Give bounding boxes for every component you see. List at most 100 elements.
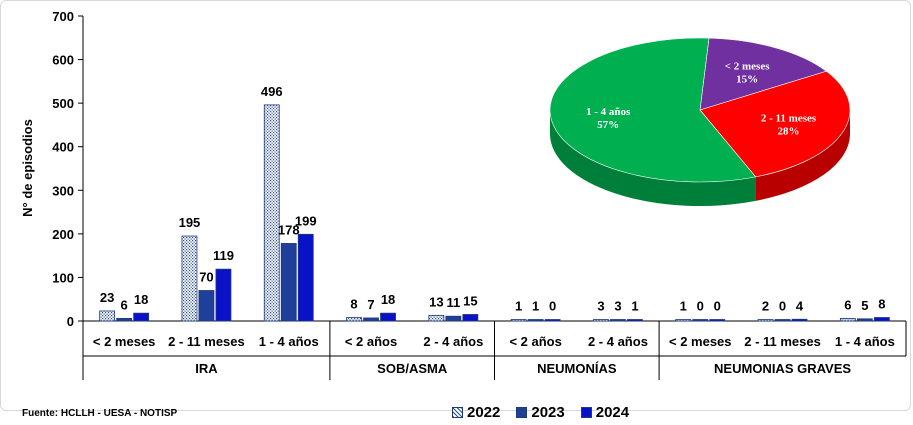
data-label-2023: 0 bbox=[779, 299, 786, 314]
data-label-2022: 8 bbox=[350, 297, 357, 312]
data-label-2023: 11 bbox=[446, 295, 460, 310]
data-label-2022: 496 bbox=[261, 84, 283, 99]
data-label-2024: 18 bbox=[381, 292, 395, 307]
data-label-2023: 70 bbox=[199, 270, 213, 285]
bar-2024 bbox=[627, 319, 643, 322]
legend-label-2024: 2024 bbox=[595, 404, 630, 421]
bar-2023 bbox=[527, 319, 544, 322]
bar-2024 bbox=[709, 319, 726, 322]
y-tick-label: 100 bbox=[52, 270, 74, 285]
pie-slice-percent: 57% bbox=[597, 119, 619, 131]
bar-2024 bbox=[873, 317, 890, 322]
y-axis-title: N° de episodios bbox=[20, 119, 35, 217]
bar-2022 bbox=[839, 317, 856, 322]
bar-2022 bbox=[593, 319, 609, 322]
bar-2023 bbox=[116, 317, 133, 322]
bar-2023 bbox=[198, 290, 215, 322]
data-label-2023: 1 bbox=[532, 299, 539, 314]
y-tick-label: 400 bbox=[52, 140, 74, 155]
bar-2024 bbox=[462, 314, 479, 322]
legend: 2022 2023 2024 bbox=[452, 404, 629, 421]
bar-2024 bbox=[297, 233, 314, 322]
x-category-label: 2 - 11 meses bbox=[168, 334, 245, 349]
pie-slice-label: 1 - 4 años bbox=[586, 106, 631, 118]
x-category-label: < 2 meses bbox=[93, 334, 156, 349]
bar-2022 bbox=[181, 235, 198, 322]
pie-slice bbox=[699, 37, 828, 111]
data-label-2024: 0 bbox=[714, 299, 721, 314]
bar-2022 bbox=[428, 314, 445, 322]
pie-slice bbox=[549, 37, 757, 183]
bar-2022 bbox=[757, 319, 774, 322]
data-label-2023: 5 bbox=[861, 298, 868, 313]
source-note: Fuente: HCLLH - UESA - NOTISP bbox=[22, 408, 178, 419]
data-label-2022: 13 bbox=[429, 294, 443, 309]
x-category-label: 2 - 4 años bbox=[588, 334, 648, 349]
data-label-2024: 0 bbox=[549, 299, 556, 314]
pie-slice-side bbox=[755, 110, 850, 201]
data-label-2022: 1 bbox=[680, 299, 687, 314]
data-label-2024: 1 bbox=[631, 299, 638, 314]
bar-2024 bbox=[380, 312, 396, 322]
x-group-label: SOB/ASMA bbox=[377, 361, 448, 376]
x-category-label: 1 - 4 años bbox=[259, 334, 319, 349]
data-label-2023: 7 bbox=[367, 297, 374, 312]
data-label-2024: 18 bbox=[134, 292, 148, 307]
bar-2023 bbox=[856, 318, 873, 322]
x-category-label: 1 - 4 años bbox=[835, 334, 895, 349]
legend-label-2022: 2022 bbox=[467, 404, 501, 421]
pie-slice-percent: 15% bbox=[736, 74, 758, 86]
data-label-2023: 6 bbox=[121, 297, 128, 312]
y-tick-label: 300 bbox=[52, 183, 74, 198]
bar-2023 bbox=[610, 319, 626, 322]
data-label-2022: 23 bbox=[100, 290, 114, 305]
legend-swatch-2022 bbox=[452, 407, 463, 418]
legend-item-2023: 2023 bbox=[516, 404, 565, 421]
data-label-2024: 119 bbox=[213, 248, 234, 263]
x-group-label: IRA bbox=[195, 361, 218, 376]
legend-item-2024: 2024 bbox=[580, 404, 630, 421]
y-tick-label: 600 bbox=[52, 53, 74, 68]
pie-slice bbox=[699, 70, 851, 178]
data-label-2022: 1 bbox=[515, 299, 522, 314]
data-label-2023: 3 bbox=[614, 299, 621, 314]
bar-2023 bbox=[692, 319, 709, 322]
legend-label-2023: 2023 bbox=[531, 404, 565, 421]
legend-item-2022: 2022 bbox=[452, 404, 500, 421]
data-label-2024: 4 bbox=[796, 298, 804, 313]
y-tick-label: 500 bbox=[52, 96, 74, 111]
data-label-2024: 8 bbox=[878, 297, 885, 312]
legend-swatch-2024 bbox=[580, 407, 592, 418]
x-category-label: < 2 meses bbox=[669, 334, 732, 349]
y-tick-label: 0 bbox=[67, 314, 74, 329]
bar-2023 bbox=[774, 319, 791, 322]
pie-slice-label: < 2 meses bbox=[725, 61, 770, 73]
data-label-2022: 6 bbox=[844, 297, 851, 312]
x-category-label: < 2 años bbox=[509, 334, 561, 349]
data-label-2024: 15 bbox=[463, 293, 477, 308]
x-category-label: 2 - 4 años bbox=[423, 334, 483, 349]
bar-2022 bbox=[263, 104, 280, 322]
bar-2023 bbox=[445, 315, 462, 322]
legend-swatch-2023 bbox=[516, 407, 528, 418]
data-label-2022: 2 bbox=[762, 299, 769, 314]
data-label-2022: 3 bbox=[597, 299, 604, 314]
y-tick-label: 200 bbox=[52, 227, 74, 242]
bar-2022 bbox=[346, 317, 362, 322]
bar-2024 bbox=[133, 312, 150, 322]
bar-2023 bbox=[280, 243, 297, 322]
data-label-2024: 199 bbox=[295, 213, 317, 228]
bar-2022 bbox=[510, 319, 527, 322]
bar-2023 bbox=[363, 317, 379, 322]
x-group-label: NEUMONIAS GRAVES bbox=[714, 361, 851, 376]
bar-2022 bbox=[99, 310, 116, 322]
bar-2024 bbox=[544, 319, 561, 322]
x-category-label: < 2 años bbox=[345, 334, 397, 349]
bar-2022 bbox=[675, 319, 692, 322]
y-tick-label: 700 bbox=[52, 9, 74, 24]
data-label-2023: 0 bbox=[697, 299, 704, 314]
x-group-label: NEUMONÍAS bbox=[537, 361, 617, 376]
data-label-2022: 195 bbox=[179, 215, 201, 230]
